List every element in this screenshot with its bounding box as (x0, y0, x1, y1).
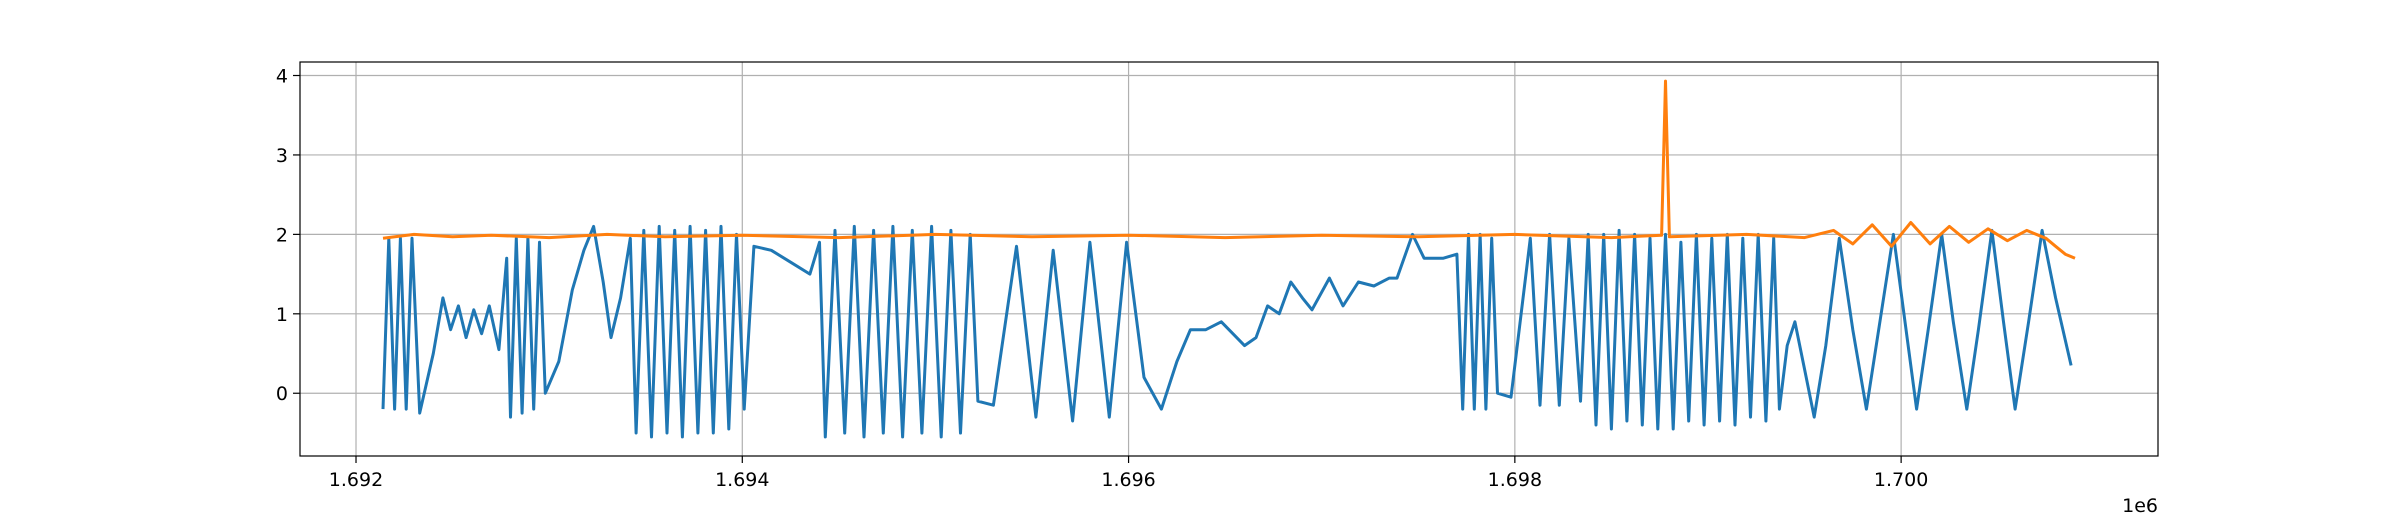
y-tick-label: 4 (276, 66, 288, 88)
x-offset-label: 1e6 (2122, 495, 2158, 517)
x-tick-label: 1.696 (1101, 469, 1155, 491)
series-line (382, 79, 2076, 260)
y-tick-label: 1 (276, 304, 288, 326)
x-tick-label: 1.698 (1488, 469, 1542, 491)
plot-frame (299, 61, 2159, 457)
x-tick-label: 1.692 (329, 469, 383, 491)
y-tick-label: 3 (276, 145, 288, 167)
y-tick-label: 2 (276, 224, 288, 246)
y-tick-label: 0 (276, 383, 288, 405)
x-tick-label: 1.694 (715, 469, 769, 491)
x-tick-label: 1.700 (1874, 469, 1928, 491)
series-line (381, 224, 2073, 439)
